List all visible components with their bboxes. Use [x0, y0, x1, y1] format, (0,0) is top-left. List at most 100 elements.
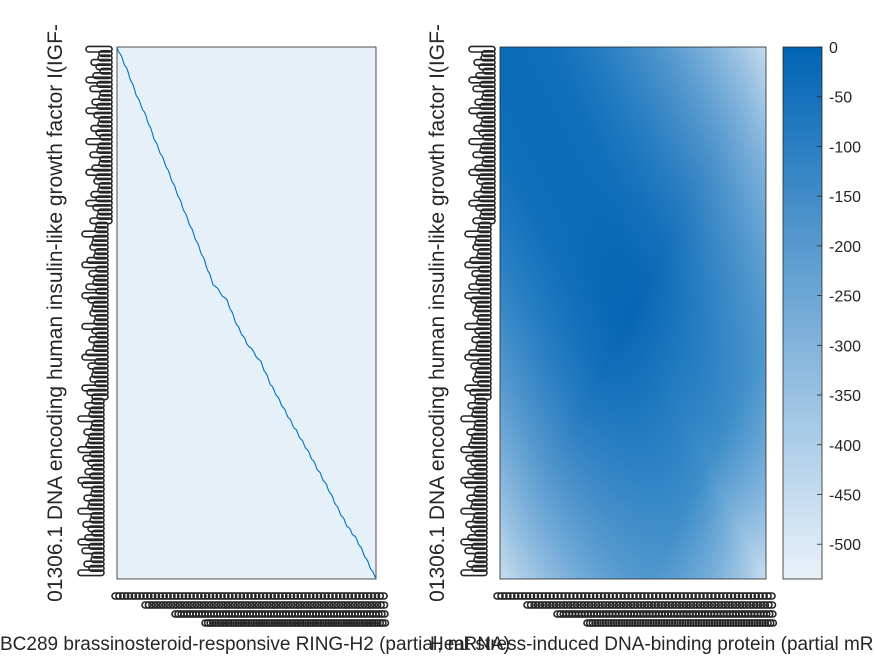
y-tick-label-glyph	[83, 428, 105, 436]
y-tick-label-glyph	[85, 168, 113, 177]
x-tick-label-glyph	[765, 601, 777, 609]
x-tick-label-glyph	[765, 592, 776, 600]
y-tick-label-glyph	[91, 371, 109, 379]
y-tick-label-glyph	[477, 379, 492, 388]
y-tick-label-glyph	[474, 463, 488, 471]
x-tick-label-glyph	[377, 601, 389, 609]
y-tick-label-glyph	[473, 511, 488, 520]
y-tick-label-glyph	[472, 516, 488, 524]
y-tick-label-glyph	[90, 58, 113, 66]
y-tick-label-glyph	[97, 54, 113, 62]
y-tick-label-glyph	[474, 239, 492, 247]
colorbar-tick-label: -250	[829, 289, 861, 306]
y-tick-label-glyph	[473, 555, 488, 564]
y-tick-label-glyph	[91, 393, 109, 401]
y-tick-label-glyph	[472, 243, 492, 251]
y-tick-label-glyph	[92, 234, 109, 243]
y-tick-label-glyph	[465, 454, 488, 463]
y-tick-label-glyph	[91, 551, 105, 559]
left-y-axis-label: 01306.1 DNA encoding human insulin-like …	[44, 24, 67, 602]
y-tick-label-glyph	[93, 252, 109, 260]
y-tick-label-glyph	[467, 401, 488, 410]
y-tick-label-glyph	[89, 309, 109, 317]
y-tick-label-glyph	[82, 454, 105, 463]
y-tick-label-glyph	[99, 155, 113, 163]
y-tick-label-glyph	[96, 146, 113, 155]
x-tick-label-glyph	[378, 619, 390, 627]
y-tick-label-glyph	[473, 190, 496, 199]
y-tick-label-glyph	[474, 397, 488, 405]
y-tick-label-glyph	[477, 357, 492, 366]
y-tick-label-glyph	[468, 168, 496, 177]
y-tick-label-glyph	[89, 406, 105, 414]
y-tick-label-glyph	[95, 331, 109, 339]
y-tick-label-glyph	[466, 428, 488, 436]
y-tick-label-glyph	[471, 498, 488, 507]
y-tick-label-glyph	[471, 432, 488, 441]
y-tick-label-glyph	[91, 397, 105, 405]
x-axis-label: BC289 brassinosteroid-responsive RING-H2…	[0, 634, 510, 655]
y-tick-label-glyph	[88, 432, 105, 441]
y-tick-label-glyph	[87, 525, 105, 533]
y-tick-label-glyph	[77, 476, 105, 485]
right-plot-area	[499, 46, 767, 580]
y-tick-label-glyph	[478, 173, 496, 181]
y-tick-label-glyph	[472, 375, 492, 383]
y-tick-label-glyph	[77, 538, 105, 546]
y-tick-label-glyph	[477, 313, 492, 322]
y-tick-label-glyph	[93, 111, 113, 119]
y-tick-label-glyph	[94, 357, 109, 366]
colorbar-tick-label: -300	[829, 338, 861, 355]
y-tick-label-glyph	[460, 415, 488, 423]
y-tick-label-glyph	[85, 441, 105, 449]
y-tick-label-glyph	[81, 384, 109, 392]
x-axis-label-overlay: Heat stress-induced DNA-binding protein …	[430, 634, 875, 655]
x-tick-label-glyph	[766, 619, 778, 627]
x-tick-label-glyph	[377, 592, 388, 600]
y-tick-label-glyph	[89, 516, 105, 524]
y-tick-label-glyph	[472, 472, 488, 480]
y-tick-label-glyph	[89, 375, 109, 383]
y-tick-label-glyph	[85, 199, 113, 207]
y-tick-label-glyph	[89, 472, 105, 480]
y-tick-label-glyph	[470, 362, 492, 370]
y-tick-label-glyph	[96, 212, 113, 221]
right-axes: 01306.1 DNA encoding human insulin-like …	[426, 24, 778, 627]
left-axes: 01306.1 DNA encoding human insulin-like …	[44, 24, 390, 627]
y-tick-label-glyph	[473, 58, 496, 66]
y-tick-label-glyph	[475, 344, 492, 353]
colorbar-tick-label: 0	[829, 40, 838, 57]
y-tick-label-glyph	[478, 129, 496, 137]
y-tick-label-glyph	[475, 234, 492, 243]
y-tick-label-glyph	[472, 217, 496, 225]
y-tick-label-glyph	[473, 423, 488, 432]
y-tick-label-glyph	[478, 287, 492, 295]
y-tick-label-glyph	[90, 511, 105, 520]
y-tick-label-glyph	[468, 349, 492, 357]
y-tick-label-glyph	[91, 327, 109, 335]
y-tick-label-glyph	[474, 98, 496, 106]
y-tick-label-glyph	[93, 318, 109, 326]
y-tick-label-glyph	[470, 437, 488, 445]
right-y-tick-labels	[460, 45, 496, 577]
y-tick-label-glyph	[460, 569, 488, 577]
y-tick-label-glyph	[92, 300, 109, 309]
y-tick-label-glyph	[476, 177, 496, 185]
y-tick-label-glyph	[95, 195, 113, 203]
y-tick-label-glyph	[481, 94, 496, 102]
y-tick-label-glyph	[96, 102, 113, 110]
y-tick-label-glyph	[469, 388, 492, 397]
y-tick-label-glyph	[482, 89, 496, 97]
y-tick-label-glyph	[87, 503, 105, 511]
y-tick-label-glyph	[87, 362, 109, 370]
y-tick-label-glyph	[93, 340, 109, 348]
y-tick-label-glyph	[85, 349, 109, 357]
y-tick-label-glyph	[480, 142, 496, 150]
colorbar-tick-label: -400	[829, 438, 861, 455]
y-tick-label-glyph	[89, 450, 105, 458]
y-tick-label-glyph	[474, 164, 496, 172]
y-tick-label-glyph	[482, 133, 496, 141]
y-tick-label-glyph	[480, 208, 496, 216]
y-tick-label-glyph	[469, 256, 492, 265]
y-tick-label-glyph	[94, 379, 109, 388]
